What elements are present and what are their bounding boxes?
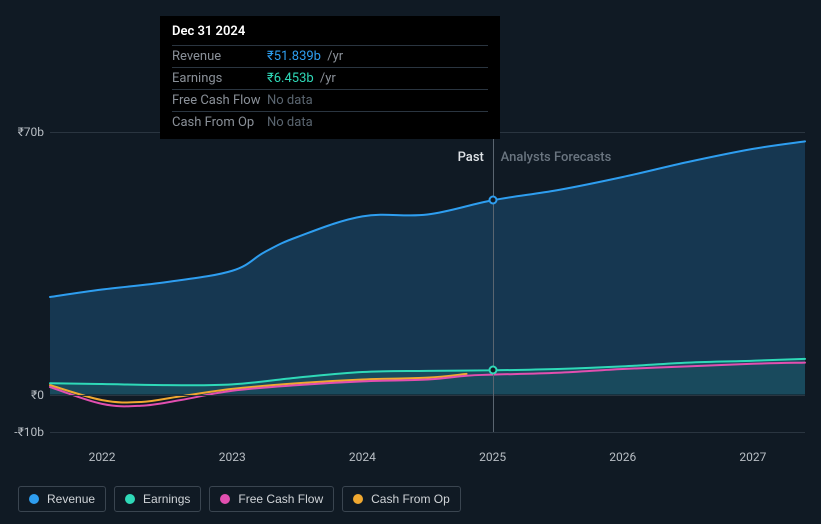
tooltip-row: Earnings₹6.453b /yr xyxy=(172,68,488,90)
legend-label: Revenue xyxy=(47,492,95,506)
tooltip-row-value: No data xyxy=(267,90,488,112)
tooltip-title: Dec 31 2024 xyxy=(172,24,488,45)
gridline: -₹10b xyxy=(50,432,805,433)
legend-swatch-icon xyxy=(29,494,39,504)
tooltip-row-value: ₹6.453b /yr xyxy=(267,68,488,90)
y-axis-label: ₹0 xyxy=(31,388,44,402)
legend-label: Free Cash Flow xyxy=(238,492,323,506)
tooltip-row-label: Earnings xyxy=(172,68,267,90)
forecast-label: Analysts Forecasts xyxy=(501,150,612,165)
y-axis-label: ₹70b xyxy=(18,125,44,139)
tooltip-row-value: No data xyxy=(267,112,488,134)
tooltip-row-label: Cash From Op xyxy=(172,112,267,134)
x-axis-label: 2026 xyxy=(609,450,636,464)
x-axis-label: 2023 xyxy=(219,450,246,464)
past-label: Past xyxy=(458,150,484,165)
tooltip-row: Free Cash FlowNo data xyxy=(172,90,488,112)
series-marker xyxy=(488,196,497,205)
tooltip-row: Revenue₹51.839b /yr xyxy=(172,46,488,68)
tooltip-row-value: ₹51.839b /yr xyxy=(267,46,488,68)
legend-swatch-icon xyxy=(125,494,135,504)
series-fill xyxy=(50,141,805,394)
financials-chart: ₹70b ₹0 -₹10b 2022 2023 2024 2025 2026 2027 Pas… xyxy=(18,0,805,524)
x-axis-label: 2027 xyxy=(739,450,766,464)
chart-legend: Revenue Earnings Free Cash Flow Cash From O… xyxy=(18,486,461,512)
x-axis-label: 2022 xyxy=(89,450,116,464)
tooltip-row-label: Free Cash Flow xyxy=(172,90,267,112)
legend-label: Earnings xyxy=(143,492,190,506)
legend-label: Cash From Op xyxy=(371,492,450,506)
y-axis-label: -₹10b xyxy=(14,425,44,439)
chart-svg xyxy=(50,132,805,432)
legend-swatch-icon xyxy=(220,494,230,504)
legend-item[interactable]: Free Cash Flow xyxy=(209,486,334,512)
tooltip-row-label: Revenue xyxy=(172,46,267,68)
legend-item[interactable]: Revenue xyxy=(18,486,106,512)
x-axis-label: 2024 xyxy=(349,450,376,464)
legend-item[interactable]: Earnings xyxy=(114,486,201,512)
legend-item[interactable]: Cash From Op xyxy=(342,486,461,512)
plot-area: ₹70b₹0-₹10b xyxy=(50,132,805,432)
chart-tooltip: Dec 31 2024 Revenue₹51.839b /yrEarnings₹… xyxy=(160,16,500,139)
legend-swatch-icon xyxy=(353,494,363,504)
x-axis-label: 2025 xyxy=(479,450,506,464)
forecast-divider-line xyxy=(493,132,494,432)
tooltip-table: Revenue₹51.839b /yrEarnings₹6.453b /yrFr… xyxy=(172,45,488,133)
x-axis-labels: 2022 2023 2024 2025 2026 2027 xyxy=(50,450,805,470)
tooltip-row: Cash From OpNo data xyxy=(172,112,488,134)
gridline: ₹0 xyxy=(50,395,805,396)
series-marker xyxy=(488,366,497,375)
